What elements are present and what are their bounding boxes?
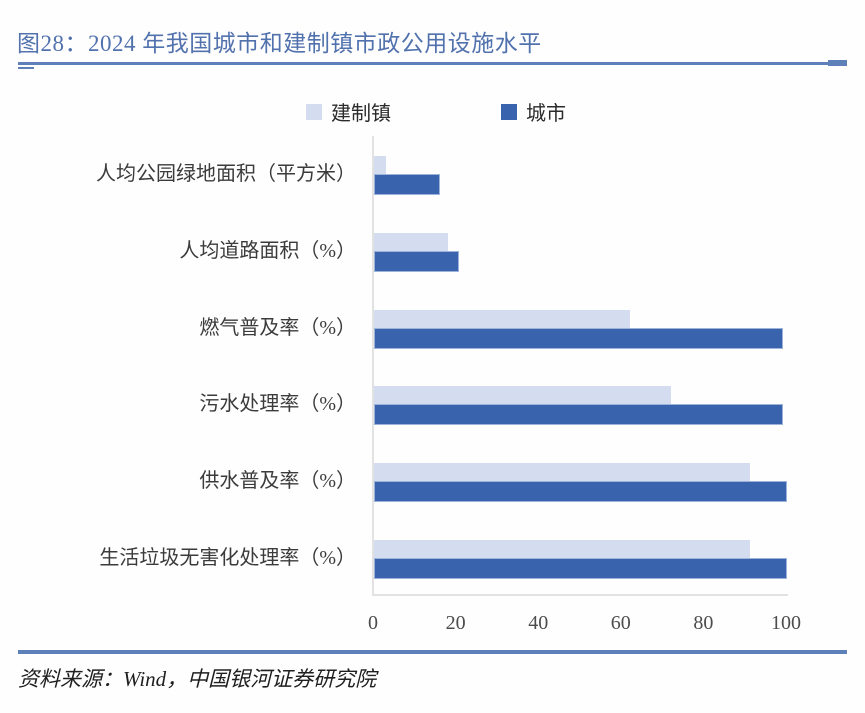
- category-label: 人均道路面积（%）: [179, 240, 356, 262]
- x-tick-label: 40: [528, 612, 549, 634]
- town-bar: [374, 233, 449, 251]
- town-bar: [374, 386, 672, 405]
- town-bar: [374, 156, 387, 175]
- x-tick-label: 100: [771, 612, 801, 634]
- legend-label-city: 城市: [526, 103, 566, 125]
- legend-swatch-town: [306, 103, 322, 120]
- town-bar: [374, 463, 750, 481]
- city-bar: [374, 327, 783, 349]
- source-note: 资料来源：Wind，中国银河证券研究院: [18, 667, 377, 691]
- x-tick-label: 60: [610, 612, 631, 634]
- title-separator-line: [18, 62, 847, 65]
- legend-item-town: 建制镇: [306, 97, 391, 126]
- city-bar: [374, 251, 459, 272]
- town-bar: [374, 539, 750, 558]
- x-tick-label: 80: [693, 612, 714, 634]
- city-bar: [374, 174, 441, 196]
- x-axis-line: [372, 594, 788, 596]
- city-bar: [374, 481, 787, 502]
- category-label: 污水处理率（%）: [199, 393, 356, 416]
- title-separator-right-tip: [828, 60, 847, 66]
- legend-swatch-city: [501, 103, 517, 120]
- category-label: 生活垃圾无害化处理率（%）: [99, 546, 356, 569]
- y-axis-line: [372, 136, 374, 596]
- x-tick-label: 20: [445, 612, 466, 634]
- city-bar: [374, 404, 783, 426]
- category-label: 燃气普及率（%）: [199, 316, 356, 339]
- city-bar: [374, 557, 787, 579]
- figure-title: 图28：2024 年我国城市和建制镇市政公用设施水平: [17, 31, 542, 56]
- title-separator-left-tick: [18, 67, 34, 69]
- legend-item-city: 城市: [501, 97, 566, 126]
- category-label: 供水普及率（%）: [199, 470, 356, 492]
- legend-label-town: 建制镇: [331, 103, 391, 125]
- footer-separator-line: [18, 650, 847, 654]
- category-label: 人均公园绿地面积（平方米）: [96, 163, 356, 186]
- town-bar: [374, 309, 631, 328]
- x-tick-label: 0: [368, 612, 378, 634]
